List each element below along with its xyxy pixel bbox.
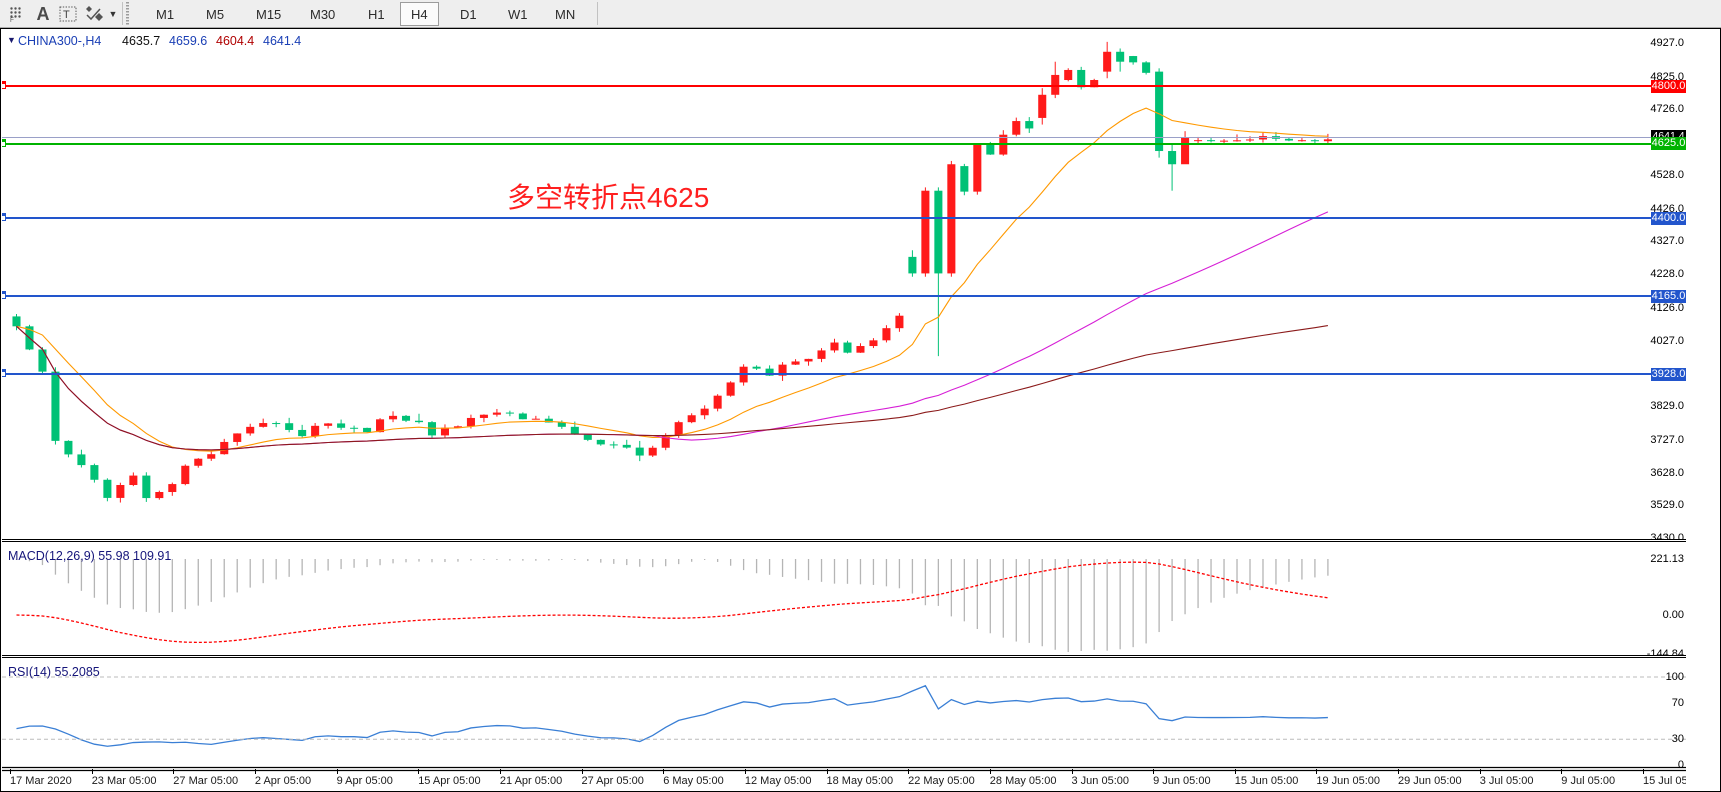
svg-text:F: F bbox=[10, 17, 14, 22]
svg-text:T: T bbox=[63, 9, 70, 21]
